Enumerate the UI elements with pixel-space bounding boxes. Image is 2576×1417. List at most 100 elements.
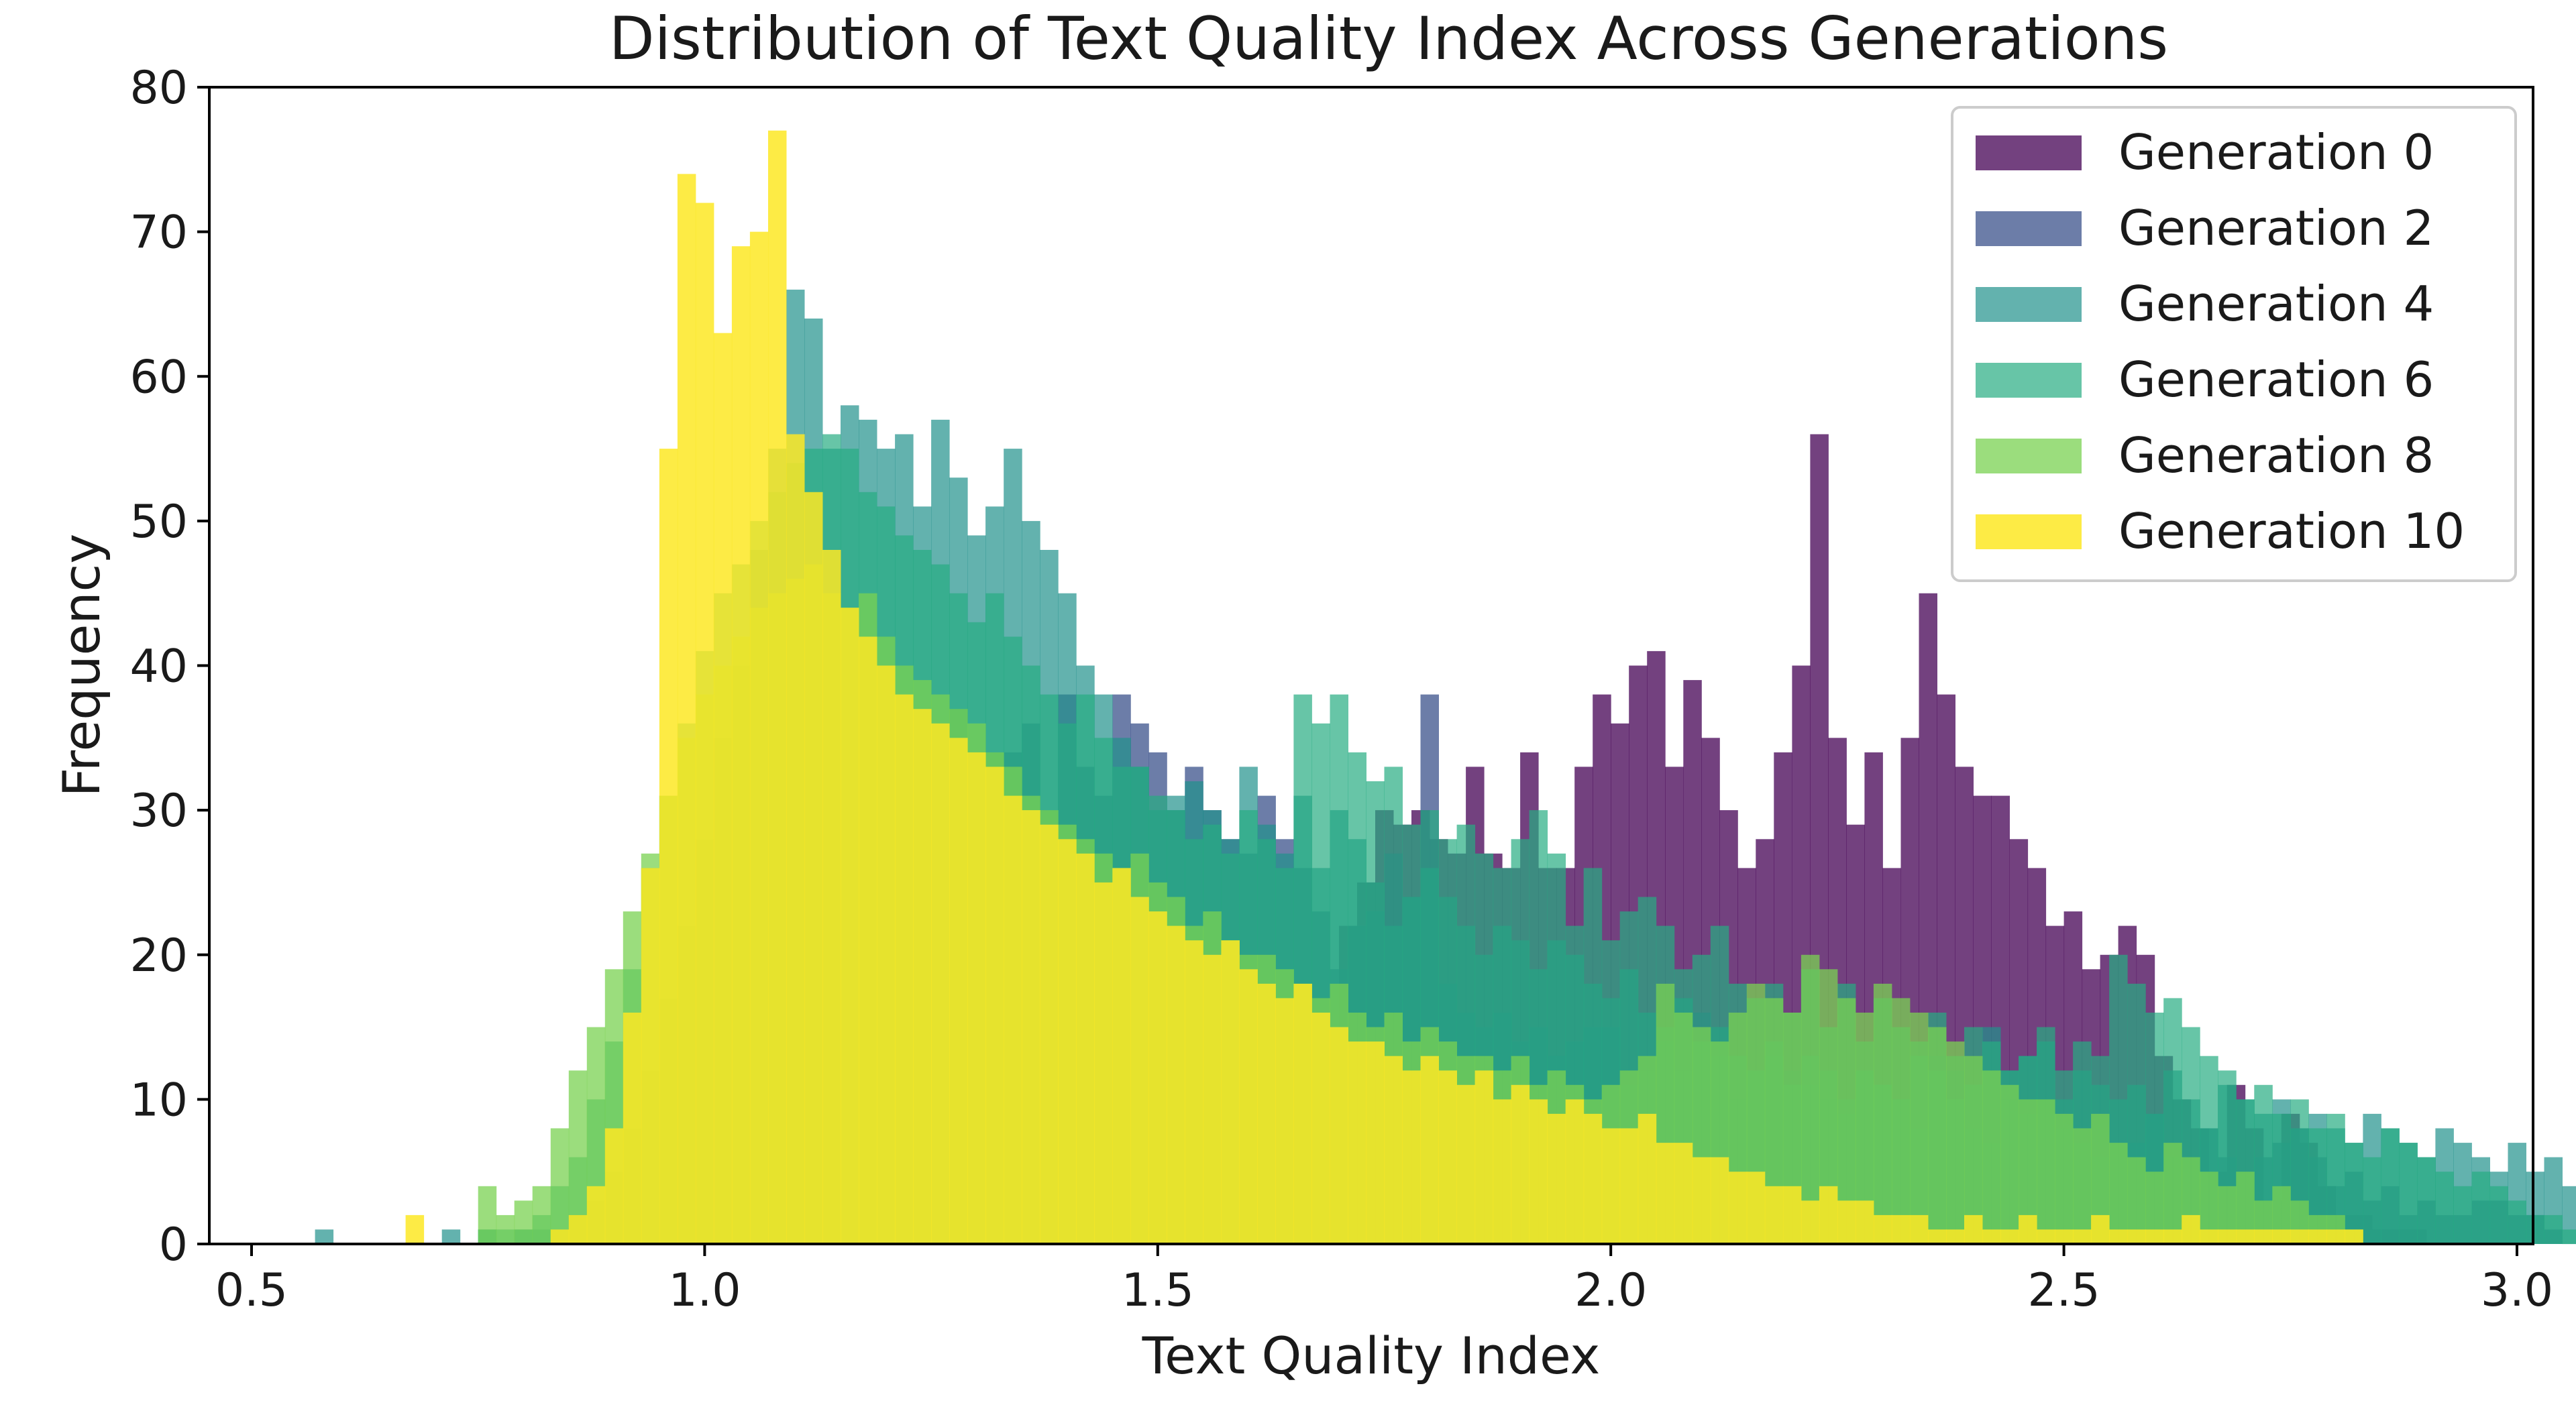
histogram-bar bbox=[2000, 1229, 2019, 1244]
histogram-bar bbox=[1928, 1027, 1947, 1244]
histogram-bar bbox=[514, 1200, 533, 1244]
histogram-bar bbox=[2182, 1214, 2200, 1244]
x-tick-label: 1.0 bbox=[668, 1264, 741, 1317]
histogram-bar bbox=[1601, 1128, 1621, 1244]
y-tick-label: 20 bbox=[129, 929, 188, 982]
histogram-bar bbox=[1094, 882, 1113, 1244]
histogram-bar bbox=[1058, 839, 1077, 1245]
histogram-bar bbox=[1257, 983, 1276, 1244]
histogram-bar bbox=[1348, 1041, 1366, 1244]
legend-label: Generation 10 bbox=[2118, 503, 2465, 559]
histogram-bar bbox=[1112, 868, 1131, 1244]
histogram-bar bbox=[1891, 998, 1911, 1244]
legend-label: Generation 0 bbox=[2118, 124, 2434, 180]
plot-area bbox=[315, 130, 2576, 1245]
histogram-bar bbox=[550, 1229, 570, 1244]
histogram-bar bbox=[1583, 1113, 1603, 1244]
legend-label: Generation 2 bbox=[2118, 200, 2434, 256]
histogram-bar bbox=[677, 174, 696, 1244]
histogram-bar bbox=[2272, 1229, 2291, 1244]
histogram-bar bbox=[1130, 897, 1149, 1244]
histogram-bar bbox=[2055, 1229, 2074, 1244]
histogram-bar bbox=[931, 723, 950, 1245]
x-axis-label: Text Quality Index bbox=[1142, 1326, 1601, 1385]
histogram-bar bbox=[2163, 1229, 2182, 1244]
histogram-bar bbox=[1474, 1070, 1494, 1245]
legend-swatch bbox=[1976, 135, 2082, 170]
histogram-bar bbox=[1185, 940, 1203, 1244]
legend-frame bbox=[1951, 106, 2517, 582]
x-axis: 0.5 1.0 1.5 2.0 2.5 3.0 bbox=[215, 1244, 2553, 1317]
histogram-bar bbox=[1692, 1157, 1711, 1244]
histogram-bar bbox=[913, 709, 932, 1244]
histogram-bar bbox=[2326, 1229, 2345, 1244]
histogram-bar bbox=[1402, 1070, 1421, 1245]
histogram-bar bbox=[2345, 1143, 2363, 1244]
histogram-bar bbox=[1293, 983, 1312, 1244]
histogram-bar bbox=[1330, 1027, 1348, 1244]
y-tick-label: 40 bbox=[129, 640, 188, 693]
histogram-bar bbox=[1656, 1143, 1675, 1244]
histogram-bar bbox=[1438, 1070, 1457, 1245]
histogram-bar bbox=[2489, 1186, 2508, 1245]
histogram-bar bbox=[1891, 1214, 1911, 1244]
histogram-bar bbox=[604, 1128, 624, 1244]
histogram-bar bbox=[2109, 1229, 2128, 1244]
histogram-bar bbox=[1638, 1113, 1657, 1244]
histogram-bar bbox=[1746, 1172, 1766, 1244]
histogram-bar bbox=[2453, 1186, 2472, 1245]
y-axis: 0 10 20 30 40 50 60 70 80 bbox=[129, 62, 209, 1271]
histogram-bar bbox=[1076, 853, 1095, 1244]
histogram-bar bbox=[2345, 1229, 2363, 1244]
histogram-bar bbox=[2562, 1229, 2576, 1244]
histogram-bar bbox=[2109, 1143, 2128, 1244]
histogram-bar bbox=[1782, 1186, 1802, 1245]
histogram-bar bbox=[1529, 1099, 1548, 1244]
legend-swatch bbox=[1976, 211, 2082, 246]
histogram-bar bbox=[1674, 1143, 1693, 1244]
histogram-bar bbox=[1910, 1013, 1929, 1244]
histogram-bar bbox=[1964, 1214, 1983, 1244]
y-axis-label: Frequency bbox=[52, 534, 111, 797]
histogram-bar bbox=[1946, 1041, 1965, 1244]
y-tick-label: 80 bbox=[129, 62, 188, 115]
histogram-bar bbox=[550, 1128, 570, 1244]
histogram-bar bbox=[1493, 1099, 1512, 1244]
histogram-bar bbox=[749, 231, 769, 1245]
y-tick-label: 70 bbox=[129, 207, 188, 260]
histogram-bar bbox=[2073, 1128, 2092, 1244]
histogram-bar bbox=[1964, 1056, 1983, 1244]
histogram-bar bbox=[2508, 1200, 2526, 1244]
histogram-bar bbox=[1873, 1214, 1892, 1244]
histogram-bar bbox=[1982, 1070, 2001, 1245]
x-tick-label: 1.5 bbox=[1122, 1264, 1194, 1317]
legend-item: Generation 4 bbox=[1976, 276, 2434, 332]
legend-item: Generation 10 bbox=[1976, 503, 2465, 559]
histogram-bar bbox=[2435, 1172, 2454, 1244]
histogram-bar bbox=[2127, 1229, 2146, 1244]
histogram-bar bbox=[623, 1013, 642, 1244]
histogram-bar bbox=[1148, 911, 1167, 1244]
histogram-bar bbox=[1801, 954, 1820, 1245]
histogram-bar bbox=[949, 738, 968, 1244]
y-tick-label: 60 bbox=[129, 351, 188, 404]
histogram-bar bbox=[1982, 1229, 2001, 1244]
histogram-bar bbox=[2163, 1143, 2182, 1244]
histogram-bar bbox=[1619, 1128, 1639, 1244]
histogram-bar bbox=[841, 608, 859, 1244]
histogram-bar bbox=[2399, 1143, 2418, 1244]
histogram-bar bbox=[405, 1214, 425, 1244]
histogram-bar bbox=[1239, 969, 1258, 1244]
histogram-bar bbox=[1819, 1186, 1838, 1245]
histogram-bar bbox=[859, 636, 877, 1244]
histogram-bar bbox=[2073, 1229, 2092, 1244]
histogram-bar bbox=[1511, 1084, 1530, 1244]
histogram-bar bbox=[1801, 1200, 1820, 1244]
histogram-bar bbox=[2526, 1214, 2544, 1244]
histogram-bar bbox=[1928, 1229, 1947, 1244]
histogram-bar bbox=[2145, 1229, 2164, 1244]
x-tick-label: 3.0 bbox=[2481, 1264, 2553, 1317]
histogram-bar bbox=[496, 1214, 515, 1244]
legend-swatch bbox=[1976, 439, 2082, 473]
histogram-bar bbox=[804, 492, 823, 1245]
